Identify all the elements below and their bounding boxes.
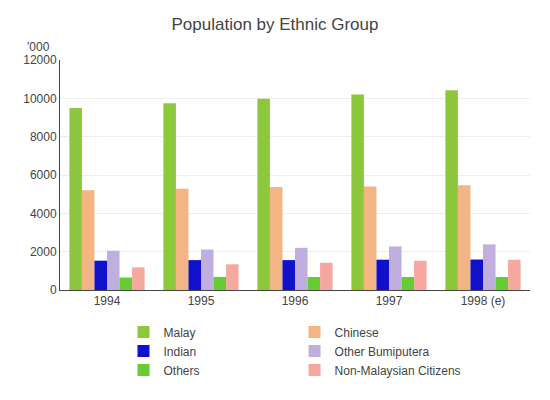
svg-text:Others: Others [164, 364, 200, 378]
svg-text:10000: 10000 [23, 92, 57, 106]
svg-text:1995: 1995 [188, 294, 215, 308]
svg-text:4000: 4000 [30, 207, 57, 221]
svg-text:6000: 6000 [30, 168, 57, 182]
svg-text:0: 0 [50, 283, 57, 297]
svg-text:Other Bumiputera: Other Bumiputera [335, 345, 430, 359]
svg-text:Indian: Indian [164, 345, 197, 359]
svg-text:1996: 1996 [282, 294, 309, 308]
svg-text:8000: 8000 [30, 130, 57, 144]
svg-text:Non-Malaysian Citizens: Non-Malaysian Citizens [335, 364, 461, 378]
svg-text:1997: 1997 [376, 294, 403, 308]
svg-text:Malay: Malay [164, 326, 196, 340]
svg-text:1998 (e): 1998 (e) [461, 294, 506, 308]
svg-text:12000: 12000 [23, 53, 57, 67]
svg-text:1994: 1994 [94, 294, 121, 308]
svg-text:Chinese: Chinese [335, 326, 379, 340]
svg-text:Population by Ethnic Group: Population by Ethnic Group [172, 15, 379, 34]
svg-text:2000: 2000 [30, 245, 57, 259]
svg-text:'000: '000 [27, 40, 50, 54]
